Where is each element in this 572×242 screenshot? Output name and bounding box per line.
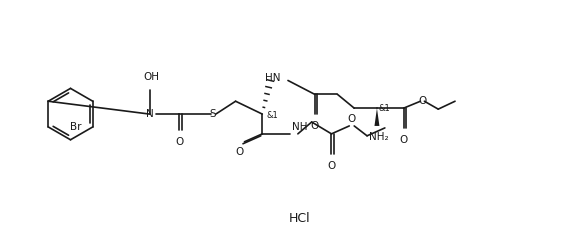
Text: &1: &1: [266, 111, 278, 120]
Text: O: O: [399, 135, 408, 145]
Polygon shape: [375, 108, 379, 126]
Text: O: O: [311, 121, 319, 131]
Text: O: O: [327, 160, 336, 171]
Text: HCl: HCl: [289, 212, 311, 225]
Text: O: O: [418, 96, 427, 106]
Text: NH₂: NH₂: [369, 132, 389, 142]
Text: Br: Br: [70, 122, 82, 132]
Text: O: O: [347, 114, 355, 124]
Text: NH: NH: [292, 122, 307, 132]
Text: HN: HN: [265, 74, 280, 83]
Text: N: N: [146, 109, 153, 119]
Text: S: S: [209, 109, 216, 119]
Text: &1: &1: [379, 104, 391, 113]
Text: O: O: [175, 137, 184, 147]
Text: O: O: [236, 147, 244, 157]
Text: OH: OH: [144, 72, 160, 83]
